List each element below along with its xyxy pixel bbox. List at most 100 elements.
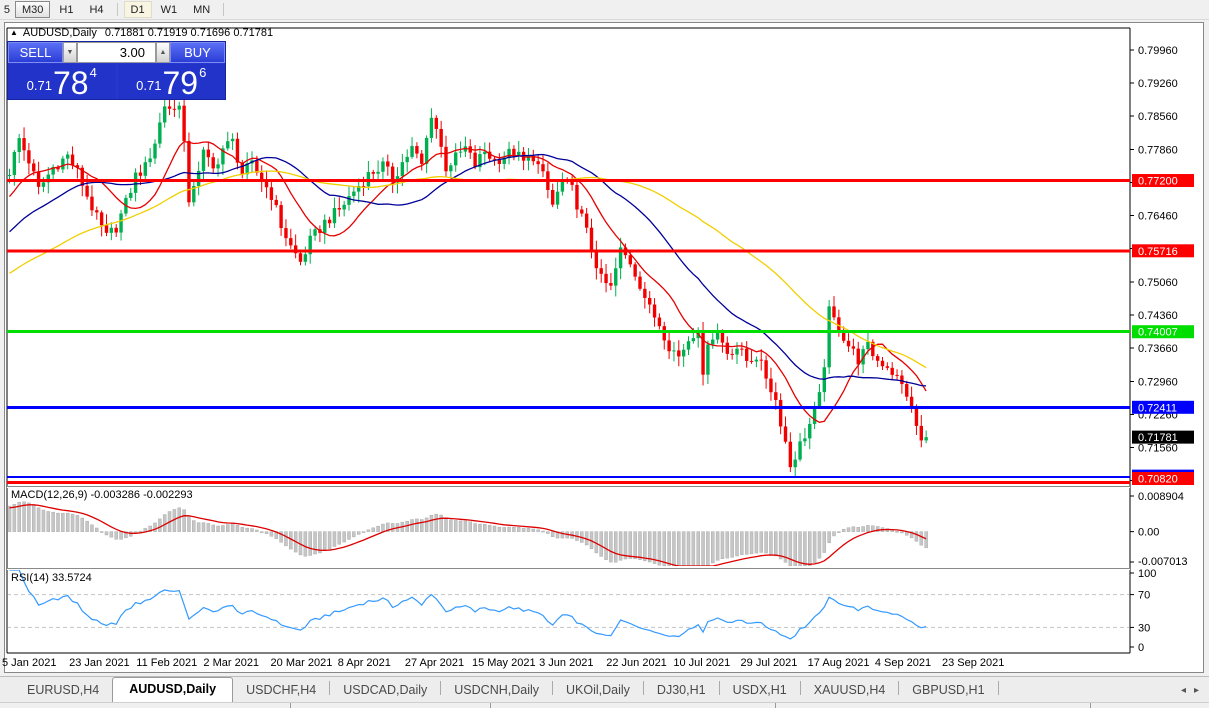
chart-tab-eurusd[interactable]: EURUSD,H4: [27, 683, 100, 697]
tab-separator: [718, 681, 720, 695]
svg-text:0.00: 0.00: [1138, 527, 1159, 539]
toolbar-separator: [116, 3, 118, 16]
svg-text:0.74360: 0.74360: [1138, 310, 1178, 322]
macd-pane-label: MACD(12,26,9) -0.003286 -0.002293: [11, 489, 193, 501]
sell-button[interactable]: SELL: [8, 42, 63, 63]
timeframe-button-w1[interactable]: W1: [160, 3, 178, 16]
svg-text:0.71781: 0.71781: [1138, 432, 1178, 444]
svg-text:30: 30: [1138, 622, 1150, 634]
status-separator: [490, 703, 491, 708]
tab-scroll-right-icon[interactable]: ▸: [1193, 685, 1199, 696]
chart-ohlc-readout: 0.71881 0.71919 0.71696 0.71781: [104, 27, 274, 39]
buy-price-sup: 6: [199, 65, 207, 80]
svg-text:11 Feb 2021: 11 Feb 2021: [136, 657, 197, 669]
chart-tab-dj30[interactable]: DJ30,H1: [656, 683, 706, 697]
svg-text:0.76460: 0.76460: [1138, 211, 1178, 223]
tab-separator: [642, 681, 644, 695]
svg-text:3 Jun 2021: 3 Jun 2021: [539, 657, 593, 669]
svg-text:0.77860: 0.77860: [1138, 144, 1178, 156]
timeframe-toolbar: 5 M30 H1 H4 D1 W1 MN: [0, 0, 1209, 20]
svg-text:0.79260: 0.79260: [1138, 78, 1178, 90]
svg-text:15 May 2021: 15 May 2021: [472, 657, 536, 669]
chart-tab-usdcnh[interactable]: USDCNH,Daily: [454, 683, 540, 697]
chart-tab-audusd[interactable]: AUDUSD,Daily: [112, 677, 234, 702]
svg-text:23 Sep 2021: 23 Sep 2021: [942, 657, 1004, 669]
tab-separator: [997, 681, 999, 695]
timeframe-button-m30[interactable]: M30: [15, 1, 51, 18]
collapse-arrow-icon[interactable]: ▲: [10, 28, 18, 37]
svg-text:20 Mar 2021: 20 Mar 2021: [271, 657, 333, 669]
status-separator: [1090, 703, 1091, 708]
svg-text:8 Apr 2021: 8 Apr 2021: [338, 657, 391, 669]
svg-text:2 Mar 2021: 2 Mar 2021: [203, 657, 259, 669]
one-click-trading-panel: SELL ▼ 3.00 ▲ BUY 0.71 78 4 0.71 79 6: [7, 41, 226, 100]
macd-layer: [8, 501, 928, 566]
svg-text:0.70820: 0.70820: [1138, 474, 1178, 486]
svg-text:0.72411: 0.72411: [1138, 402, 1177, 414]
svg-text:100: 100: [1138, 568, 1156, 580]
timeframe-button-mn[interactable]: MN: [193, 3, 211, 16]
svg-text:5 Jan 2021: 5 Jan 2021: [2, 657, 56, 669]
sell-price-display[interactable]: 0.71 78 4: [8, 64, 116, 99]
rsi-pane-label: RSI(14) 33.5724: [11, 572, 92, 584]
tab-separator: [440, 681, 442, 695]
volume-field[interactable]: 3.00: [77, 42, 156, 63]
svg-text:23 Jan 2021: 23 Jan 2021: [69, 657, 130, 669]
buy-price-prefix: 0.71: [136, 78, 162, 93]
chart-frame: [6, 27, 1131, 654]
timeframe-button-5[interactable]: 5: [3, 3, 10, 16]
svg-text:4 Sep 2021: 4 Sep 2021: [875, 657, 931, 669]
svg-text:17 Aug 2021: 17 Aug 2021: [808, 657, 870, 669]
spin-up-icon: ▲: [159, 49, 167, 56]
svg-text:0.75060: 0.75060: [1138, 277, 1178, 289]
axis-price-labels: 0.772000.757160.740070.724110.709360.708…: [1132, 174, 1194, 486]
status-separator: [775, 703, 776, 708]
hlines-layer: [7, 179, 1130, 485]
svg-text:22 Jun 2021: 22 Jun 2021: [606, 657, 667, 669]
chart-tab-xauusd[interactable]: XAUUSD,H4: [813, 683, 886, 697]
tab-separator: [552, 681, 554, 695]
chart-title: ▲ AUDUSD,Daily 0.71881 0.71919 0.71696 0.7…: [10, 27, 273, 39]
svg-text:0.78560: 0.78560: [1138, 111, 1178, 123]
svg-text:0: 0: [1138, 642, 1144, 654]
svg-text:-0.007013: -0.007013: [1138, 556, 1188, 568]
toolbar-separator: [223, 3, 225, 16]
volume-decrease-button[interactable]: ▼: [63, 42, 77, 63]
svg-text:0.79960: 0.79960: [1138, 45, 1178, 57]
chart-symbol-label: AUDUSD,Daily: [22, 27, 97, 39]
time-axis: 5 Jan 2021 23 Jan 2021 11 Feb 2021 2 Mar 20…: [2, 657, 1004, 669]
buy-price-big: 79: [162, 65, 199, 101]
status-strip: [0, 702, 1209, 708]
sell-price-sup: 4: [89, 65, 97, 80]
timeframe-button-h1[interactable]: H1: [59, 3, 74, 16]
status-separator: [290, 703, 291, 708]
buy-button[interactable]: BUY: [170, 42, 225, 63]
svg-text:10 Jul 2021: 10 Jul 2021: [673, 657, 730, 669]
chart-tab-usdchf[interactable]: USDCHF,H4: [246, 683, 317, 697]
chart-tab-gbpusd[interactable]: GBPUSD,H1: [912, 683, 985, 697]
svg-text:70: 70: [1138, 590, 1150, 602]
tab-separator: [799, 681, 801, 695]
timeframe-button-d1[interactable]: D1: [123, 1, 152, 18]
chart-tab-ukoil[interactable]: UKOil,Daily: [566, 683, 630, 697]
rsi-layer: [8, 570, 1129, 640]
svg-text:0.72960: 0.72960: [1138, 376, 1178, 388]
timeframe-button-h4[interactable]: H4: [89, 3, 104, 16]
sell-price-prefix: 0.71: [26, 78, 52, 93]
svg-text:0.77200: 0.77200: [1138, 176, 1178, 188]
svg-text:27 Apr 2021: 27 Apr 2021: [405, 657, 464, 669]
tab-separator: [329, 681, 331, 695]
tab-separator: [898, 681, 900, 695]
tab-scroll-left-icon[interactable]: ◂: [1180, 685, 1186, 696]
chart-tab-usdcad[interactable]: USDCAD,Daily: [343, 683, 428, 697]
svg-text:0.73660: 0.73660: [1138, 343, 1178, 355]
buy-price-display[interactable]: 0.71 79 6: [117, 64, 225, 101]
svg-text:0.71560: 0.71560: [1138, 443, 1178, 455]
svg-text:0.74007: 0.74007: [1138, 327, 1178, 339]
svg-text:0.75716: 0.75716: [1138, 246, 1178, 258]
tab-scroll-arrows: ◂ ▸: [1181, 685, 1199, 696]
spin-down-icon: ▼: [66, 49, 74, 56]
volume-increase-button[interactable]: ▲: [156, 42, 170, 63]
chart-tab-usdx[interactable]: USDX,H1: [732, 683, 787, 697]
